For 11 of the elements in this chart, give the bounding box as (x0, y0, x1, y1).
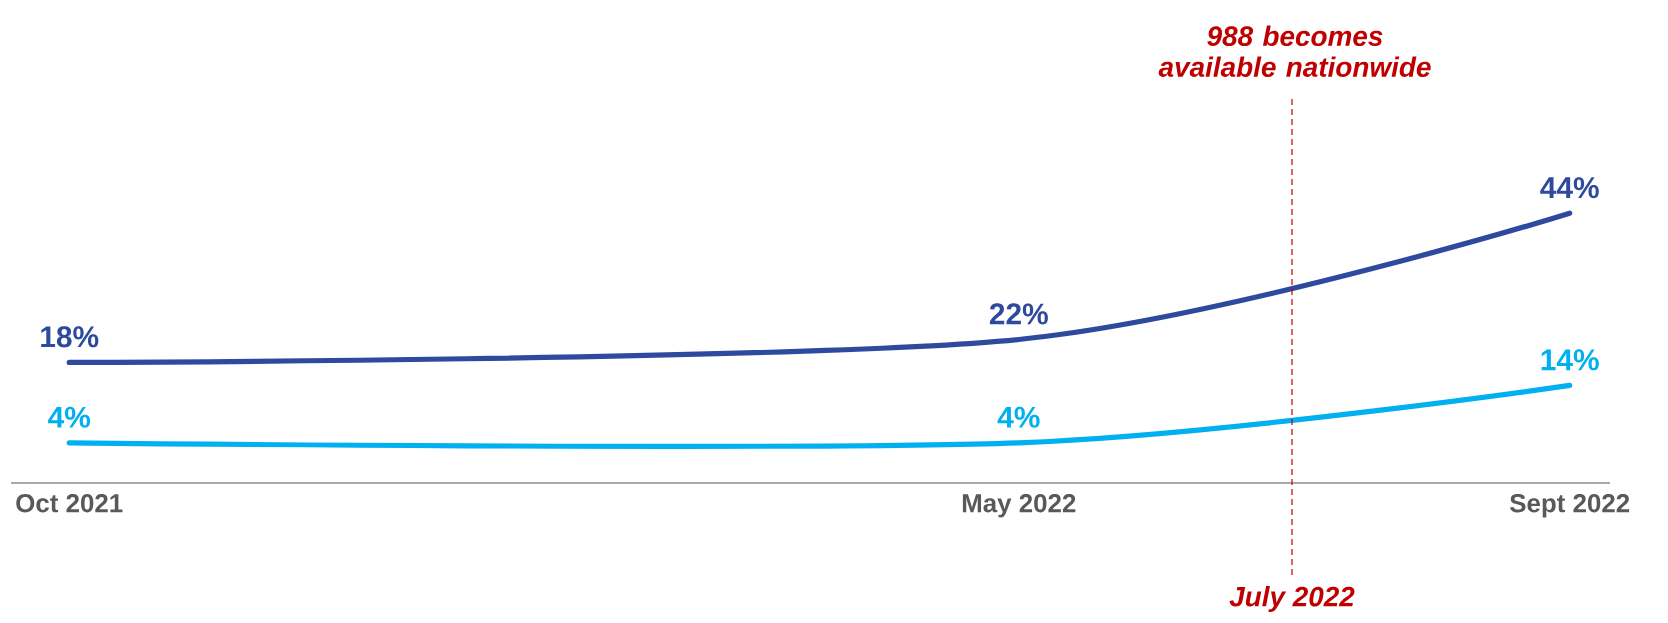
data-label: 4% (48, 406, 91, 428)
text: 988 becomes available nationwide (1158, 25, 1431, 77)
data-label: 22% (989, 303, 1048, 325)
x-tick-label: Sept 2022 (1509, 494, 1630, 518)
data-label: 4% (997, 406, 1040, 428)
x-tick-label: May 2022 (962, 494, 1076, 518)
data-label: 18% (41, 326, 99, 348)
data-label: 44% (1540, 177, 1599, 199)
ref-line-label: July 2022 (1229, 586, 1355, 613)
x-tick-label: Oct 2021 (16, 494, 123, 513)
data-label: 14% (1541, 349, 1599, 371)
